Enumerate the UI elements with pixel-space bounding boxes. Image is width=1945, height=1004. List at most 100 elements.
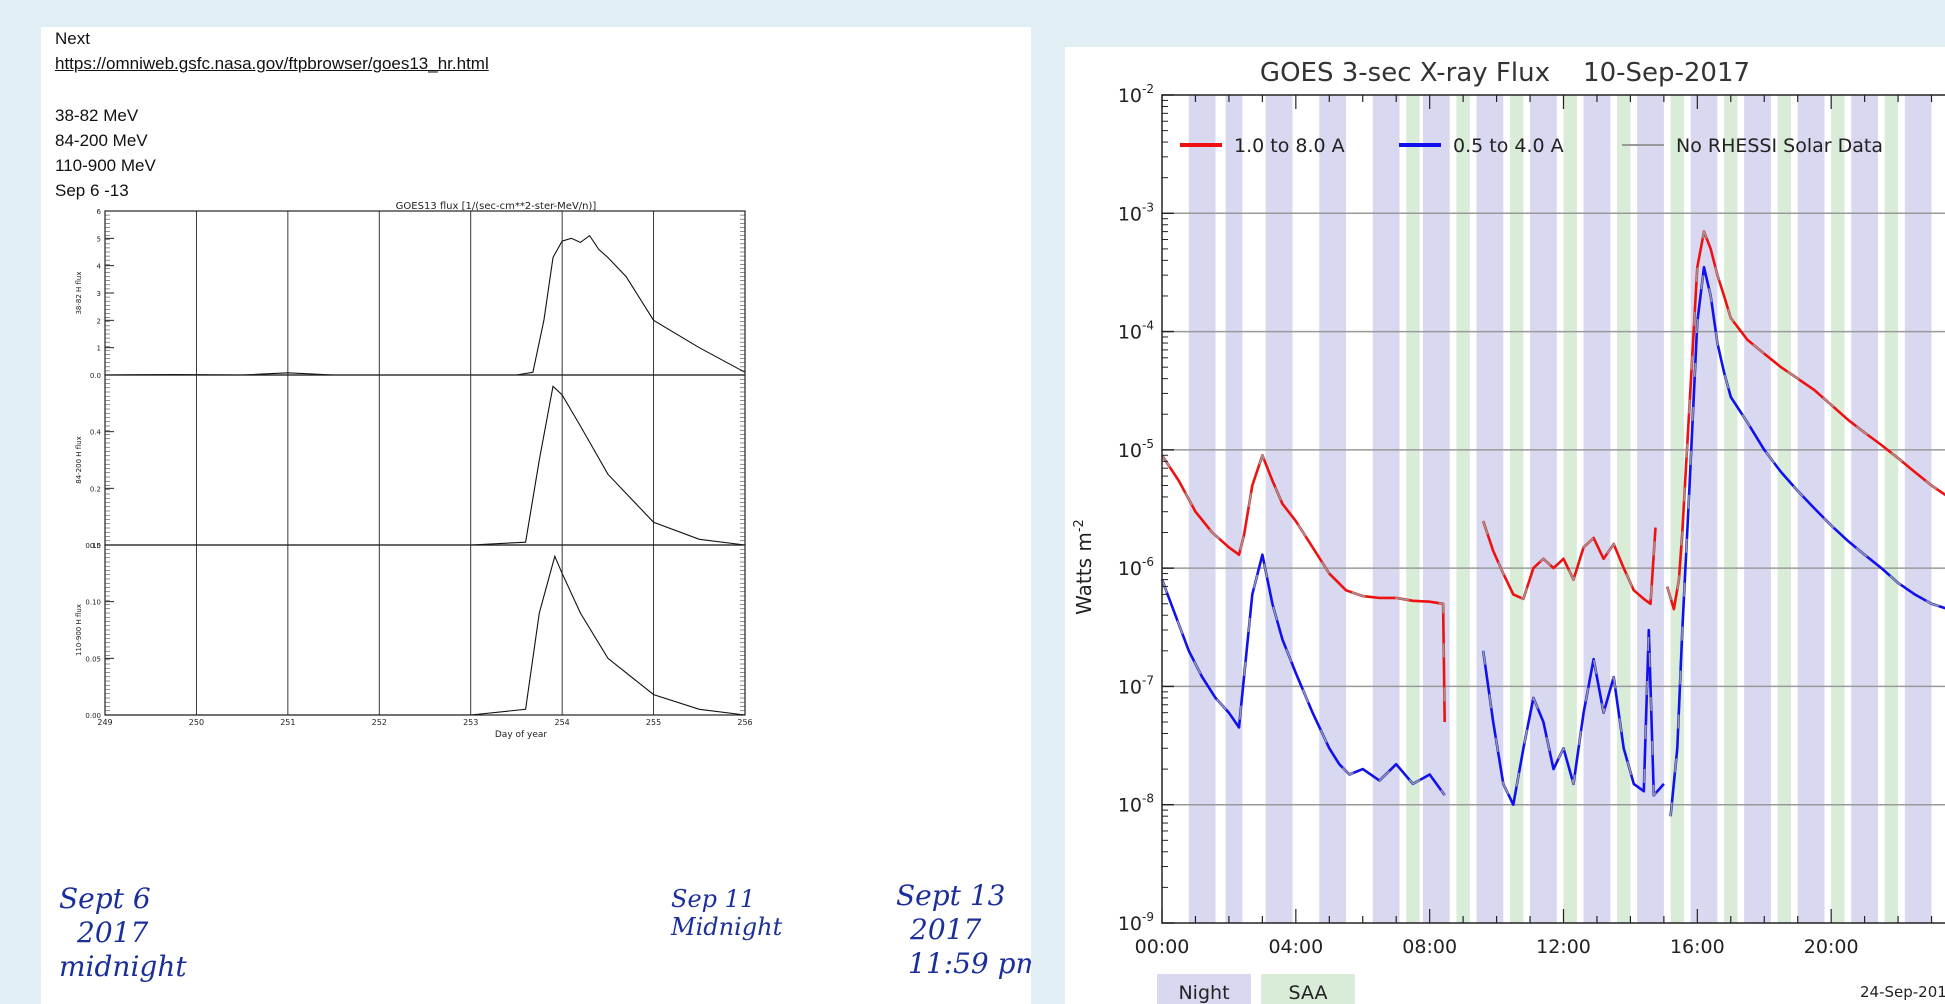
night-band	[1265, 95, 1293, 923]
night-band	[1797, 95, 1825, 923]
xray-y-tick-exponent: -9	[1142, 910, 1154, 924]
doc-energy-range-3: 110-900 MeV	[55, 156, 156, 175]
goes13-x-tick-label: 249	[97, 718, 112, 727]
goes13-y-tick-label: 1	[97, 345, 101, 353]
legend-label: No RHESSI Solar Data	[1676, 135, 1883, 157]
goes13-y-tick-label: 0.0	[90, 372, 101, 380]
goes13-y-tick-label: 0.05	[85, 655, 101, 663]
saa-band	[1617, 95, 1631, 923]
saa-band	[1456, 95, 1470, 923]
xray-y-axis-label: Watts m-2	[1072, 519, 1096, 615]
xray-y-axis-label-text: Watts m	[1072, 532, 1096, 615]
xray-y-tick-base: 10	[1118, 203, 1142, 225]
goes13-x-tick-label: 253	[463, 718, 478, 727]
legend-label: 1.0 to 8.0 A	[1234, 135, 1345, 157]
saa-band	[1777, 95, 1792, 923]
xray-y-tick-label: 10-9	[1118, 910, 1154, 935]
handwritten-note-line: Sep 11	[671, 885, 756, 913]
goes13-y-tick-label: 3	[97, 290, 101, 298]
night-band	[1372, 95, 1400, 923]
handwritten-note-line: Sept 6	[59, 882, 151, 915]
doc-date-range: Sep 6 -13	[55, 181, 129, 200]
goes13-y-tick-label: 4	[97, 263, 102, 271]
saa-band	[1831, 95, 1845, 923]
xray-y-tick-base: 10	[1118, 440, 1142, 462]
xray-y-tick-label: 10-8	[1118, 792, 1154, 817]
handwritten-note-line: 2017	[910, 913, 982, 946]
goes13-x-tick-label: 252	[372, 718, 387, 727]
no-rhessi-overlay	[1669, 266, 1945, 817]
xray-y-tick-label: 10-7	[1118, 673, 1154, 698]
goes13-y-tick-label: 5	[97, 235, 101, 243]
xray-y-tick-base: 10	[1118, 322, 1142, 344]
goes13-y-axis-label: 38-82 H flux	[75, 271, 83, 314]
xray-y-tick-exponent: -5	[1142, 437, 1154, 451]
night-band	[1583, 95, 1611, 923]
xray-y-tick-exponent: -6	[1142, 555, 1154, 569]
handwritten-note-line: Midnight	[671, 913, 783, 941]
goes13-x-tick-label: 256	[737, 718, 752, 727]
goes13-y-tick-label: 0.10	[85, 599, 101, 607]
xray-series-line	[1481, 628, 1665, 806]
legend-label: 0.5 to 4.0 A	[1453, 135, 1564, 157]
xray-x-tick-label: 20:00	[1804, 936, 1859, 958]
night-band	[1851, 95, 1879, 923]
no-rhessi-overlay	[1482, 520, 1657, 605]
xray-y-tick-label: 10-4	[1118, 319, 1154, 344]
goes13-flux-line	[105, 385, 746, 546]
goes13-y-tick-label: 0.0	[90, 542, 101, 550]
doc-energy-range-2: 84-200 MeV	[55, 131, 148, 150]
xray-y-tick-base: 10	[1118, 558, 1142, 580]
xray-y-tick-base: 10	[1118, 676, 1142, 698]
handwritten-note-line: Sept 13	[896, 879, 1006, 912]
night-band	[1319, 95, 1347, 923]
xray-y-tick-base: 10	[1118, 913, 1142, 935]
goes13-y-tick-label: 0.00	[85, 712, 101, 720]
bottom-legend-swatch	[1261, 974, 1355, 1004]
goes13-x-tick-label: 250	[189, 718, 204, 727]
goes13-panel-frame	[104, 374, 746, 546]
xray-y-tick-label: 10-3	[1118, 200, 1154, 225]
xray-x-tick-label: 16:00	[1670, 936, 1725, 958]
goes13-y-tick-label: 2	[97, 317, 101, 325]
bottom-legend-label: Night	[1178, 982, 1229, 1004]
goes13-panel-frame	[104, 544, 746, 716]
doc-link-omniweb[interactable]: https://omniweb.gsfc.nasa.gov/ftpbrowser…	[55, 54, 489, 73]
goes13-x-axis-label: Day of year	[495, 730, 548, 740]
saa-band	[1884, 95, 1899, 923]
goes-xray-flux-chart: 10-910-810-710-610-510-410-310-200:00 04:…	[1072, 58, 1945, 1004]
goes13-x-tick-label: 254	[555, 718, 570, 727]
no-rhessi-overlay	[1161, 454, 1446, 723]
xray-x-tick-label: 04:00	[1268, 936, 1323, 958]
night-band	[1225, 95, 1243, 923]
xray-y-axis-label-sup: -2	[1072, 519, 1087, 532]
goes13-x-tick-label: 251	[280, 718, 295, 727]
handwritten-note-end: Sept 13 2017 11:59 pm	[896, 879, 1031, 981]
goes13-y-tick-label: 0.15	[85, 542, 101, 550]
xray-y-tick-label: 10-2	[1118, 82, 1154, 107]
bottom-legend-label: SAA	[1289, 982, 1328, 1004]
doc-heading-next: Next	[55, 29, 90, 48]
saa-band	[1406, 95, 1420, 923]
night-band	[1530, 95, 1557, 923]
night-band	[1476, 95, 1504, 923]
saa-band	[1670, 95, 1684, 923]
xray-y-tick-exponent: -2	[1142, 82, 1154, 96]
xray-y-tick-exponent: -4	[1142, 319, 1154, 333]
goes13-y-tick-label: 0.2	[90, 485, 101, 493]
goes13-y-axis-label: 110-900 H flux	[75, 604, 83, 656]
xray-y-tick-label: 10-5	[1118, 437, 1154, 462]
xray-x-tick-label: 12:00	[1536, 936, 1591, 958]
goes13-panel-frame	[104, 210, 746, 376]
saa-band	[1724, 95, 1738, 923]
night-band	[1637, 95, 1664, 923]
handwritten-note-line: 2017	[77, 916, 149, 949]
night-band	[1422, 95, 1450, 923]
xray-footer-date: 24-Sep-2017	[1860, 983, 1945, 1001]
xray-x-tick-label: 00:00	[1135, 936, 1190, 958]
xray-y-tick-label: 10-6	[1118, 555, 1154, 580]
no-rhessi-overlay	[1161, 553, 1446, 796]
goes13-flux-line	[105, 554, 746, 716]
saa-band	[1509, 95, 1524, 923]
xray-y-tick-exponent: -3	[1142, 200, 1154, 214]
